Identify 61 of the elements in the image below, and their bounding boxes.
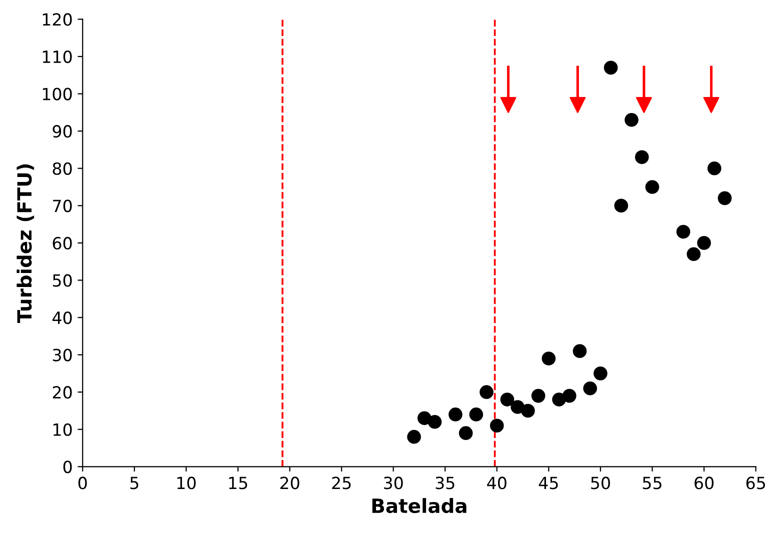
point <box>458 426 473 440</box>
x-tick-label: 10 <box>177 476 196 490</box>
point <box>428 415 442 429</box>
point <box>490 418 504 433</box>
y-tick-label: 70 <box>53 200 72 212</box>
point <box>718 191 732 206</box>
point <box>500 96 516 113</box>
x-tick-label: 5 <box>130 476 138 490</box>
point <box>707 161 722 176</box>
y-tick-label: 90 <box>52 125 72 138</box>
x-axis-title: Batelada <box>372 498 466 514</box>
point <box>531 388 546 403</box>
point <box>604 60 618 75</box>
x-tick-label: 65 <box>746 476 765 490</box>
point <box>703 96 720 113</box>
point <box>562 388 576 403</box>
point <box>634 150 649 164</box>
y-tick-label: 50 <box>52 274 72 287</box>
y-tick-label: 80 <box>52 162 72 175</box>
point <box>480 385 494 399</box>
x-tick-label: 15 <box>229 476 248 490</box>
x-tick-label: 0 <box>78 476 87 490</box>
point <box>686 247 701 262</box>
y-tick-label: 120 <box>42 13 72 26</box>
x-tick-label: 55 <box>642 476 662 490</box>
x-tick-label: 20 <box>280 476 300 490</box>
point <box>676 224 690 239</box>
point <box>417 411 432 426</box>
x-tick-label: 25 <box>332 476 351 490</box>
x-tick-label: 45 <box>538 476 558 490</box>
y-tick-label: 60 <box>52 236 72 250</box>
point <box>469 408 484 422</box>
x-tick-label: 50 <box>591 476 610 490</box>
y-tick-label: 10 <box>54 423 72 436</box>
y-tick-label: 100 <box>42 88 72 100</box>
y-tick-label: 0 <box>63 460 72 474</box>
x-tick-label: 40 <box>487 476 506 490</box>
point <box>645 180 660 194</box>
point <box>614 198 628 213</box>
y-tick-label: 30 <box>52 348 72 362</box>
point <box>697 236 711 250</box>
point <box>552 392 566 406</box>
y-tick-label: 40 <box>52 311 72 324</box>
point <box>636 96 652 113</box>
point <box>448 408 462 422</box>
point <box>583 381 598 396</box>
point <box>594 366 608 380</box>
x-tick-label: 35 <box>436 476 454 490</box>
x-tick-label: 30 <box>384 476 403 490</box>
point <box>542 352 556 366</box>
point <box>570 96 586 113</box>
x-tick-label: 60 <box>694 476 714 490</box>
y-tick-label: 110 <box>42 50 72 64</box>
point <box>624 112 638 127</box>
point <box>510 400 525 414</box>
point <box>572 344 587 358</box>
point <box>500 392 514 406</box>
y-axis-title: Turbidez (FTU) <box>16 164 34 324</box>
point <box>521 404 535 418</box>
point <box>407 430 421 444</box>
y-tick-label: 20 <box>52 386 72 399</box>
